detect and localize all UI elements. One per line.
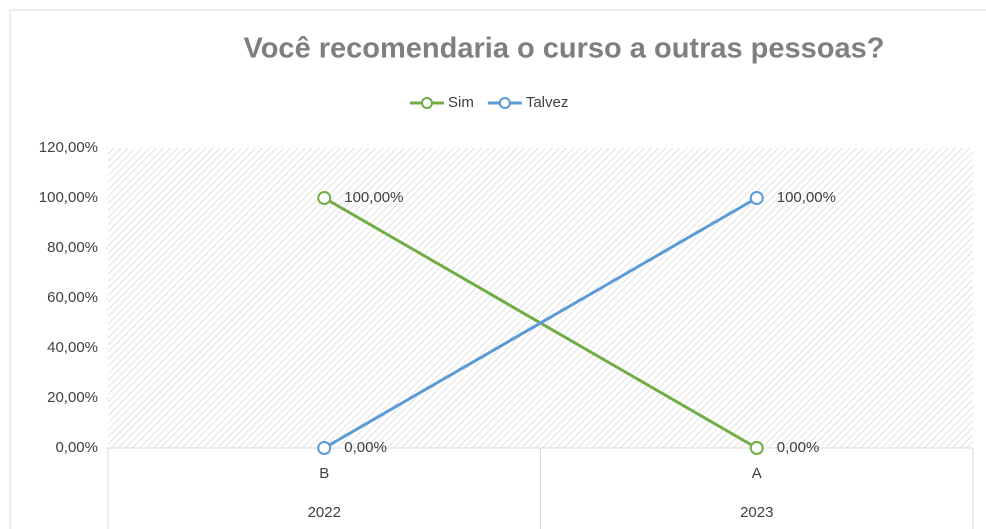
marker [749, 441, 764, 455]
legend-marker [421, 97, 433, 109]
x-group-label: 2023 [740, 504, 773, 521]
plot-background [108, 148, 973, 448]
marker [749, 191, 764, 205]
x-tick-label: B [319, 465, 329, 482]
series-line [323, 196, 758, 450]
data-label: 0,00% [344, 439, 387, 456]
y-tick-label: 0,00% [55, 439, 98, 456]
x-group-label: 2022 [308, 504, 341, 521]
legend-label: Sim [448, 94, 474, 111]
y-tick-label: 60,00% [47, 289, 98, 306]
y-tick-label: 80,00% [47, 239, 98, 256]
x-tick-label: A [752, 465, 762, 482]
y-tick-label: 120,00% [39, 139, 98, 156]
marker [317, 441, 332, 455]
legend-marker [498, 97, 511, 109]
y-tick-label: 100,00% [39, 189, 98, 206]
data-label: 0,00% [777, 439, 820, 456]
marker [317, 191, 332, 205]
data-label: 100,00% [777, 189, 836, 206]
data-label: 100,00% [344, 189, 403, 206]
chart-title: Você recomendaria o curso a outras pesso… [244, 33, 885, 65]
y-tick-label: 20,00% [47, 389, 98, 406]
y-tick-label: 40,00% [47, 339, 98, 356]
legend-label: Talvez [526, 94, 569, 111]
